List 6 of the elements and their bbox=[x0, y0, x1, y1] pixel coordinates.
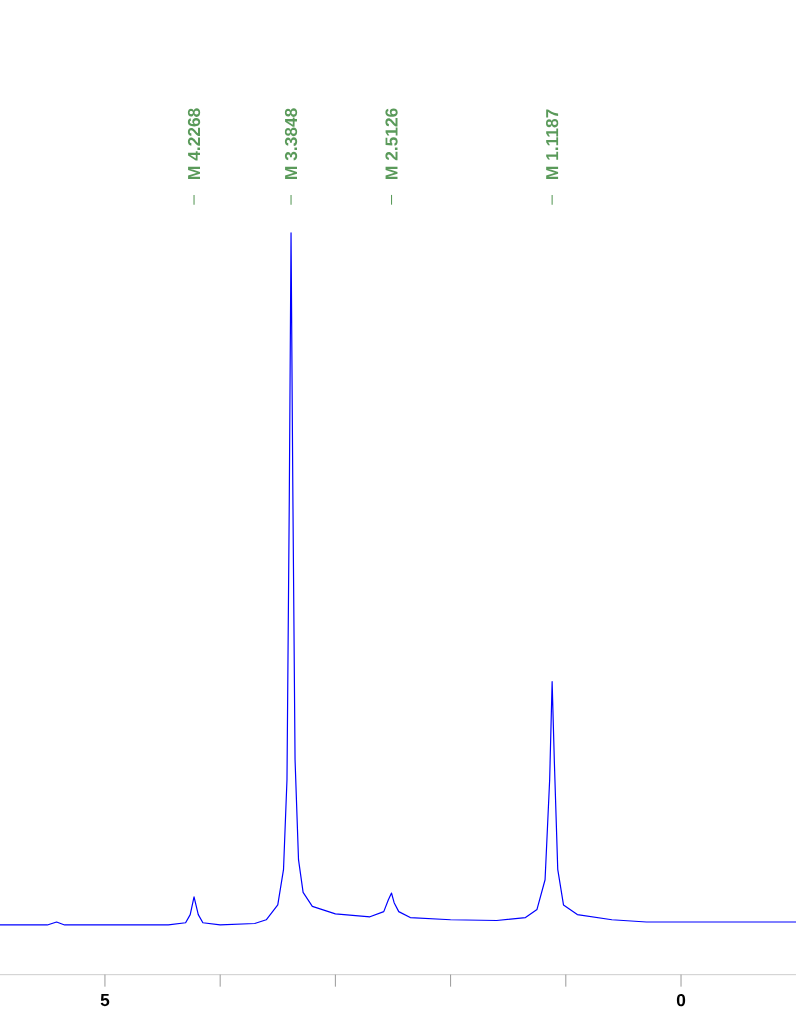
annotation: M 4.2268 bbox=[187, 108, 201, 179]
annotation: M 2.5126 bbox=[385, 108, 398, 179]
x-tick-label: 5 bbox=[100, 994, 110, 1007]
annotation: M 3.3848 bbox=[284, 108, 298, 179]
annotation: M 1.1187 bbox=[545, 109, 559, 179]
x-tick-label: 0 bbox=[676, 994, 686, 1007]
